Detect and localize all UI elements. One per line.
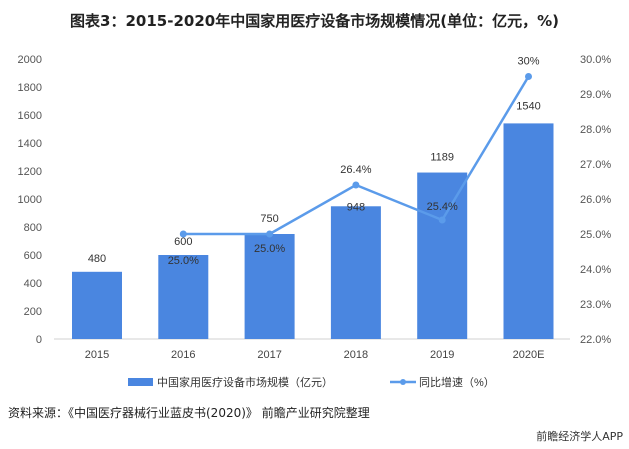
right-tick-label: 26.0% bbox=[580, 194, 611, 206]
line-marker bbox=[266, 230, 274, 238]
bar bbox=[417, 172, 468, 339]
x-tick-label: 2016 bbox=[171, 349, 195, 361]
left-tick-label: 800 bbox=[24, 222, 42, 234]
x-tick-label: 2019 bbox=[430, 349, 454, 361]
legend-line-label: 同比增速（%） bbox=[419, 375, 495, 389]
right-tick-label: 25.0% bbox=[580, 229, 611, 241]
line-value-label: 26.4% bbox=[340, 164, 371, 176]
x-tick-label: 2017 bbox=[257, 349, 281, 361]
line-marker bbox=[438, 216, 446, 224]
left-tick-label: 1600 bbox=[18, 110, 42, 122]
bar-value-label: 1189 bbox=[430, 152, 454, 164]
legend-line-marker bbox=[400, 379, 406, 385]
x-tick-label: 2015 bbox=[85, 349, 109, 361]
right-tick-label: 30.0% bbox=[580, 54, 611, 66]
legend-bar-swatch bbox=[128, 378, 153, 386]
line-marker bbox=[352, 181, 360, 189]
source-note: 资料来源：《中国医疗器械行业蓝皮书(2020)》 前瞻产业研究院整理 bbox=[8, 406, 370, 420]
left-tick-label: 1200 bbox=[18, 166, 42, 178]
left-tick-label: 200 bbox=[24, 306, 42, 318]
bar-value-label: 750 bbox=[260, 213, 278, 225]
right-tick-label: 27.0% bbox=[580, 159, 611, 171]
right-tick-label: 24.0% bbox=[580, 264, 611, 276]
line-value-label: 25.4% bbox=[427, 201, 458, 213]
x-tick-label: 2018 bbox=[344, 349, 368, 361]
line-value-label: 25.0% bbox=[254, 243, 285, 255]
bar-value-label: 1540 bbox=[516, 100, 540, 112]
bar bbox=[330, 206, 381, 339]
right-tick-label: 28.0% bbox=[580, 124, 611, 136]
bar bbox=[72, 271, 122, 339]
left-tick-label: 2000 bbox=[18, 54, 42, 66]
line-marker bbox=[179, 230, 187, 238]
x-tick-label: 2020E bbox=[513, 349, 545, 361]
right-tick-label: 23.0% bbox=[580, 299, 611, 311]
right-tick-label: 29.0% bbox=[580, 89, 611, 101]
legend-bar-label: 中国家用医疗设备市场规模（亿元） bbox=[157, 375, 333, 389]
bar-value-label: 480 bbox=[88, 253, 106, 265]
line-marker bbox=[525, 73, 532, 80]
bar-value-label: 948 bbox=[347, 201, 365, 213]
left-tick-label: 600 bbox=[24, 250, 42, 262]
bar-value-label: 600 bbox=[174, 236, 192, 248]
brand-logo: 前瞻经济学人APP bbox=[536, 430, 623, 443]
bar bbox=[158, 255, 209, 339]
left-tick-label: 0 bbox=[36, 334, 42, 346]
bar bbox=[244, 234, 295, 339]
line-value-label: 25.0% bbox=[168, 255, 199, 267]
right-tick-label: 22.0% bbox=[580, 334, 611, 346]
left-tick-label: 1000 bbox=[18, 194, 42, 206]
line-value-label: 30% bbox=[517, 56, 539, 68]
left-tick-label: 1400 bbox=[18, 138, 42, 150]
left-tick-label: 1800 bbox=[18, 82, 42, 94]
chart-title: 图表3：2015-2020年中国家用医疗设备市场规模情况(单位：亿元，%) bbox=[70, 12, 559, 30]
bar bbox=[503, 123, 554, 340]
left-tick-label: 400 bbox=[24, 278, 42, 290]
chart: 0 200 400 600 800 1000 1200 1400 1600 1800 2000 22.… bbox=[18, 54, 612, 389]
